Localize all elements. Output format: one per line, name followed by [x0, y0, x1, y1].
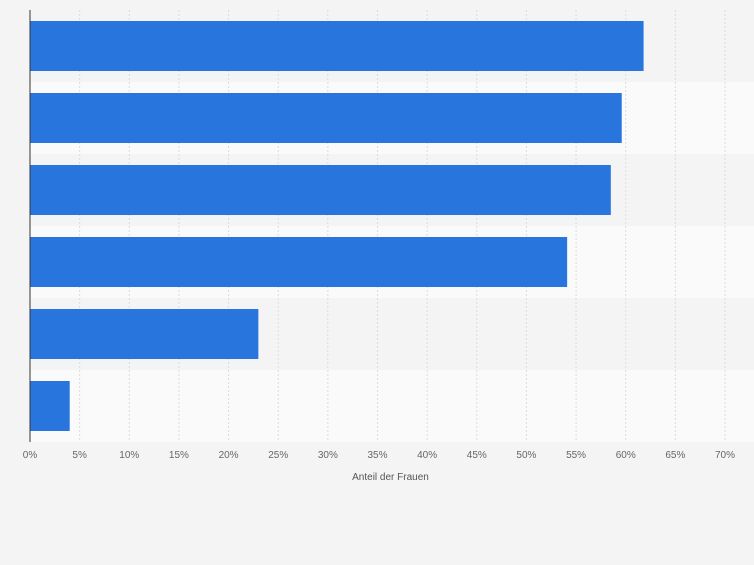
row-bands: [30, 10, 754, 442]
x-axis-label: Anteil der Frauen: [352, 472, 429, 483]
x-tick-label: 5%: [72, 450, 87, 461]
bar[interactable]: [30, 165, 611, 215]
x-tick-label: 35%: [367, 450, 387, 461]
x-tick-label: 15%: [169, 450, 189, 461]
bar[interactable]: [30, 21, 644, 71]
x-tick-label: 25%: [268, 450, 288, 461]
x-tick-label: 70%: [715, 450, 735, 461]
gridlines: [29, 10, 726, 442]
bar[interactable]: [30, 93, 622, 143]
x-tick-labels: 0% 5% 10% 15% 20% 25% 30% 35% 40% 45% 50% 55% 60% 65%…: [23, 450, 735, 461]
x-tick-label: 45%: [467, 450, 487, 461]
x-tick-label: 50%: [516, 450, 536, 461]
x-tick-label: 20%: [219, 450, 239, 461]
row-band: [30, 370, 754, 442]
x-tick-label: 60%: [616, 450, 636, 461]
bar[interactable]: [30, 309, 259, 359]
x-tick-label: 30%: [318, 450, 338, 461]
x-tick-label: 0%: [23, 450, 38, 461]
bar[interactable]: [30, 381, 70, 431]
x-tick-label: 40%: [417, 450, 437, 461]
x-tick-label: 65%: [665, 450, 685, 461]
bar[interactable]: [30, 237, 568, 287]
bars: [30, 21, 644, 431]
x-tick-label: 55%: [566, 450, 586, 461]
x-tick-label: 10%: [119, 450, 139, 461]
